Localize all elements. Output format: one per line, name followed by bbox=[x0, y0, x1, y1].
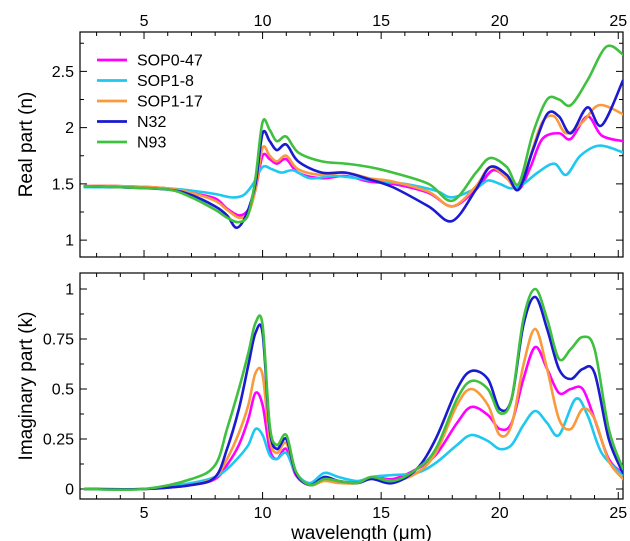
legend: SOP0-47 SOP1-8 SOP1-17 N32 N93 bbox=[97, 53, 203, 152]
y-tick-label: 1.5 bbox=[52, 176, 74, 193]
legend-label: SOP1-17 bbox=[137, 94, 203, 111]
plot-frame bbox=[79, 272, 624, 500]
series-line-n93 bbox=[83, 287, 623, 492]
x-tick-label: 10 bbox=[254, 505, 272, 522]
series-line-sop1-8 bbox=[83, 397, 623, 491]
x-tick-label: 25 bbox=[609, 13, 627, 30]
x-tick-label: 15 bbox=[372, 505, 390, 522]
y-tick-label: 0.5 bbox=[52, 382, 74, 399]
plot-frame bbox=[79, 31, 624, 258]
y-axis-title: Real part (n) bbox=[16, 92, 37, 198]
real-part-panel: 5 10 15 20 25 1 1.5 2 2.5 Real part (n) bbox=[16, 13, 627, 258]
y-tick-label: 0.25 bbox=[43, 432, 74, 449]
legend-label: SOP1-8 bbox=[137, 73, 194, 90]
imaginary-part-panel: 5 10 15 20 25 0 0.25 0.5 0.75 1 Imaginary part (k)… bbox=[16, 272, 627, 541]
y-tick-label: 0 bbox=[65, 482, 74, 499]
y-tick-label: 1 bbox=[65, 282, 74, 299]
x-tick-label: 15 bbox=[372, 13, 390, 30]
x-tick-label: 5 bbox=[140, 505, 149, 522]
series-line-n93 bbox=[83, 44, 623, 224]
y-axis-title: Imaginary part (k) bbox=[16, 312, 37, 461]
x-tick-label: 10 bbox=[254, 13, 272, 30]
y-tick-label: 0.75 bbox=[43, 332, 74, 349]
series-group bbox=[83, 287, 623, 492]
series-group bbox=[83, 44, 623, 230]
y-tick-label: 1 bbox=[65, 233, 74, 250]
y-tick-label: 2 bbox=[65, 120, 74, 137]
series-line-sop1-17 bbox=[83, 327, 623, 491]
x-tick-label: 20 bbox=[491, 505, 509, 522]
legend-label: N93 bbox=[137, 135, 166, 152]
y-tick-label: 2.5 bbox=[52, 64, 74, 81]
x-axis-title: wavelength (μm) bbox=[290, 523, 432, 541]
x-tick-label: 5 bbox=[140, 13, 149, 30]
series-line-n32 bbox=[83, 295, 623, 491]
x-tick-label: 20 bbox=[491, 13, 509, 30]
legend-label: SOP0-47 bbox=[137, 53, 203, 70]
legend-label: N32 bbox=[137, 114, 166, 131]
x-tick-label: 25 bbox=[609, 505, 627, 522]
series-line-n32 bbox=[83, 79, 623, 230]
